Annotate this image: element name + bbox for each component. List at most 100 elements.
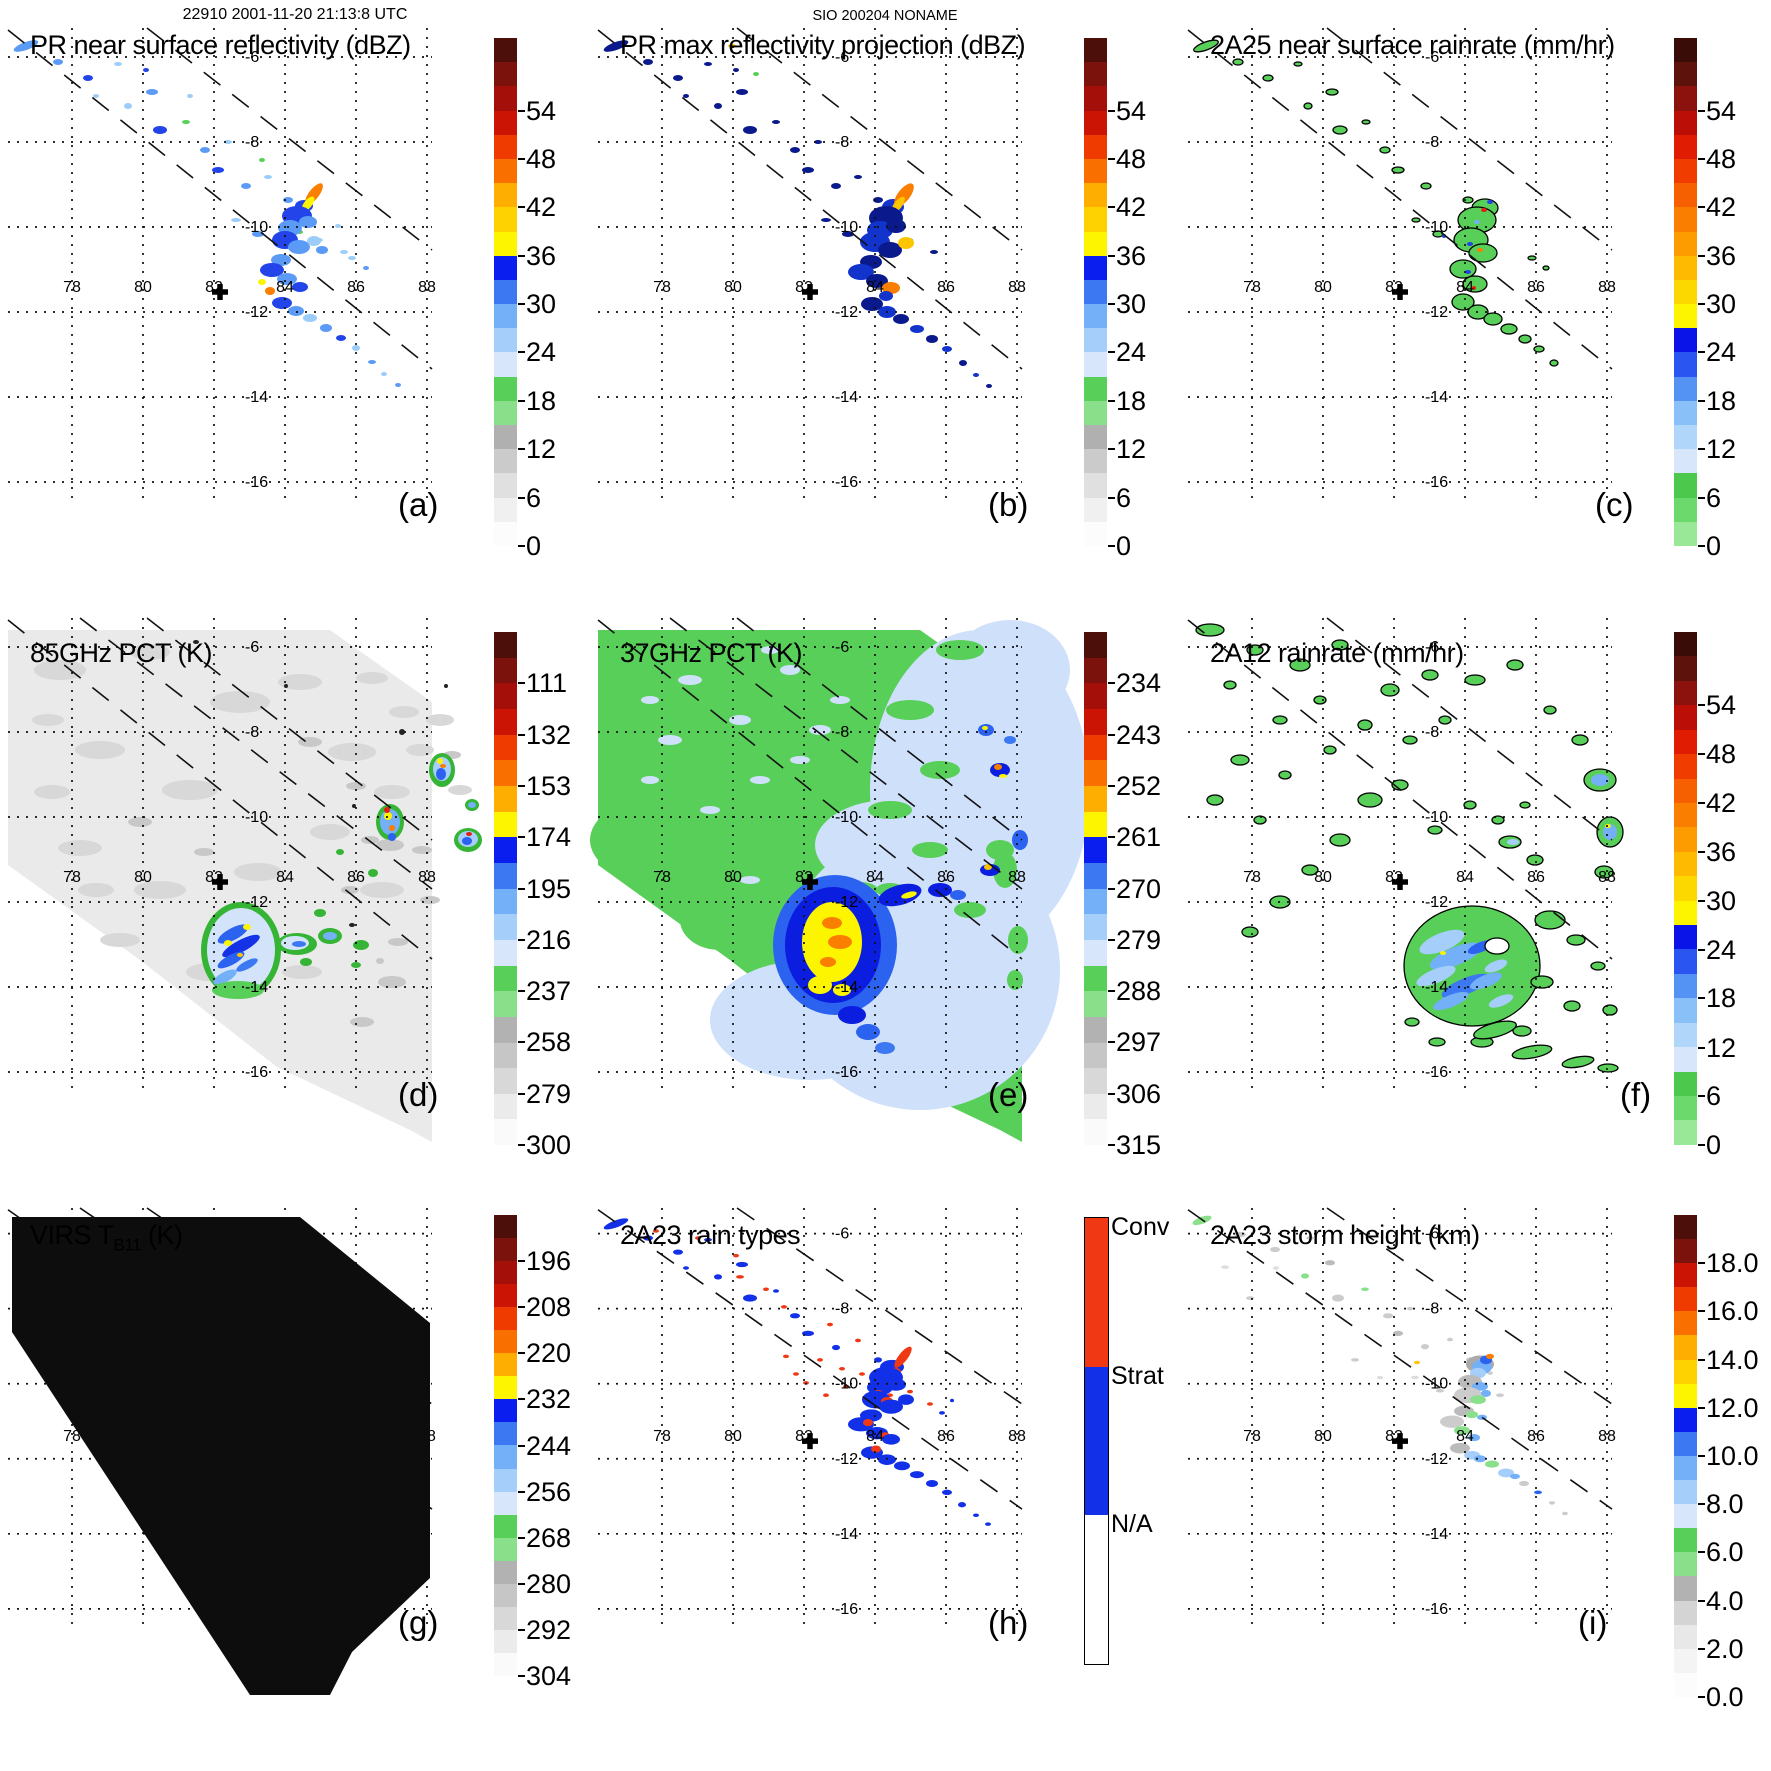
colorbar-tick-mark (518, 784, 525, 787)
colorbar-segment (494, 1042, 517, 1069)
map-feature (878, 1454, 896, 1465)
map-feature (1301, 864, 1319, 876)
colorbar-tick-label: 0 (1706, 531, 1722, 561)
map-feature (950, 1398, 954, 1403)
map-feature (462, 837, 472, 845)
map-feature (1393, 1330, 1403, 1337)
colorbar-tick-mark (1108, 109, 1115, 112)
swath-edge-line (1326, 617, 1613, 841)
map-feature (868, 801, 912, 819)
colorbar-segment (1674, 1239, 1697, 1264)
lat-label: -8 (1425, 724, 1439, 741)
map-feature (1278, 770, 1292, 780)
map-feature (1323, 745, 1337, 755)
lat-label: -8 (245, 724, 259, 741)
map-feature (146, 89, 158, 95)
colorbar-segment (494, 279, 517, 305)
colorbar-tick-mark (1698, 1551, 1705, 1554)
lat-label: -16 (245, 1064, 268, 1081)
colorbar-tick-label: 288 (1116, 976, 1162, 1007)
map-feature (828, 935, 852, 949)
map-feature (231, 218, 241, 222)
lon-label: 78 (653, 869, 671, 886)
map-feature (1206, 794, 1224, 806)
colorbar-segment (1084, 376, 1107, 401)
map-feature (440, 764, 446, 768)
lat-label: -8 (835, 724, 849, 741)
colorbar-tick-mark (1698, 1696, 1705, 1698)
colorbar-segment (1084, 914, 1107, 940)
map-feature (814, 140, 822, 144)
map-plot-c: 78 80 82 84 86 88-6-8-10-12-14-16 (1187, 27, 1616, 502)
map-feature (143, 68, 149, 72)
map-feature (736, 89, 748, 95)
colorbar-segment (1674, 705, 1697, 730)
lon-label: 78 (1243, 869, 1261, 886)
map-feature (217, 924, 249, 944)
colorbar-tick-label: 16.0 (1706, 1296, 1759, 1327)
colorbar-segment (494, 328, 517, 353)
map-feature (224, 140, 232, 144)
lat-label: -6 (835, 639, 849, 656)
map-feature (1481, 208, 1487, 212)
map-feature (1223, 680, 1237, 690)
map-feature (781, 1305, 787, 1309)
map-feature (823, 1393, 829, 1397)
colorbar-segment (1084, 497, 1107, 522)
map-feature (879, 291, 893, 301)
map-feature (314, 909, 326, 917)
map-feature (1419, 929, 1465, 955)
map-feature (978, 724, 994, 736)
nadir-cross-marker (802, 284, 818, 300)
colorbar-tick-mark (518, 1582, 525, 1585)
map-feature (1332, 1294, 1344, 1302)
map-feature (848, 264, 874, 280)
map-feature (910, 1471, 924, 1479)
map-feature (958, 1502, 966, 1508)
colorbar-segment (1674, 1504, 1697, 1529)
colorbar-tick-label: 2.0 (1706, 1633, 1744, 1664)
map-feature (210, 691, 270, 713)
colorbar-tick-mark (518, 399, 525, 402)
map-feature (894, 1461, 910, 1471)
colorbar-segment (494, 497, 517, 522)
colorbar-segment (1674, 632, 1697, 657)
map-feature (194, 848, 214, 856)
lon-label: 80 (1314, 869, 1332, 886)
colorbar-tick-mark (518, 1628, 525, 1631)
swath-edge-line (736, 1207, 1023, 1405)
colorbar-c (1674, 38, 1697, 546)
swath-edge-line (1187, 29, 1613, 370)
map-feature (1597, 1063, 1619, 1073)
colorbar-segment (1674, 802, 1697, 828)
map-feature (284, 684, 288, 688)
colorbar-segment (494, 1606, 517, 1630)
colorbar-tick-mark (1108, 990, 1115, 993)
map-feature (763, 1287, 769, 1292)
map-feature (879, 1399, 903, 1414)
map-feature (1549, 359, 1559, 367)
map-feature (1534, 1490, 1542, 1495)
lat-label: -10 (835, 219, 858, 236)
map-feature (182, 120, 190, 124)
map-feature (1472, 286, 1476, 290)
colorbar-segment (1674, 1215, 1697, 1240)
colorbar-segment (1674, 876, 1697, 901)
map-feature (855, 1338, 861, 1343)
map-feature (959, 360, 967, 366)
colorbar-segment (494, 38, 517, 63)
colorbar-segment (494, 862, 517, 889)
map-feature (743, 1294, 757, 1302)
map-feature (224, 940, 232, 946)
map-feature (1230, 754, 1250, 766)
map-feature (700, 806, 720, 814)
panel-title-f: 2A12 rainrate (mm/hr) (1210, 638, 1464, 668)
colorbar-tick-mark (518, 448, 525, 451)
colorbar-segment (1674, 827, 1697, 852)
colorbar-i (1674, 1215, 1697, 1697)
lon-label: 86 (1527, 279, 1545, 296)
colorbar-tick-label: 6 (1116, 482, 1132, 513)
colorbar-tick-label: 12.0 (1706, 1392, 1759, 1423)
map-plot-d: 78 80 82 84 86 88-6-8-10-12-14-16 (7, 617, 482, 1142)
panel-title-a: PR near surface reflectivity (dBZ) (30, 30, 411, 60)
